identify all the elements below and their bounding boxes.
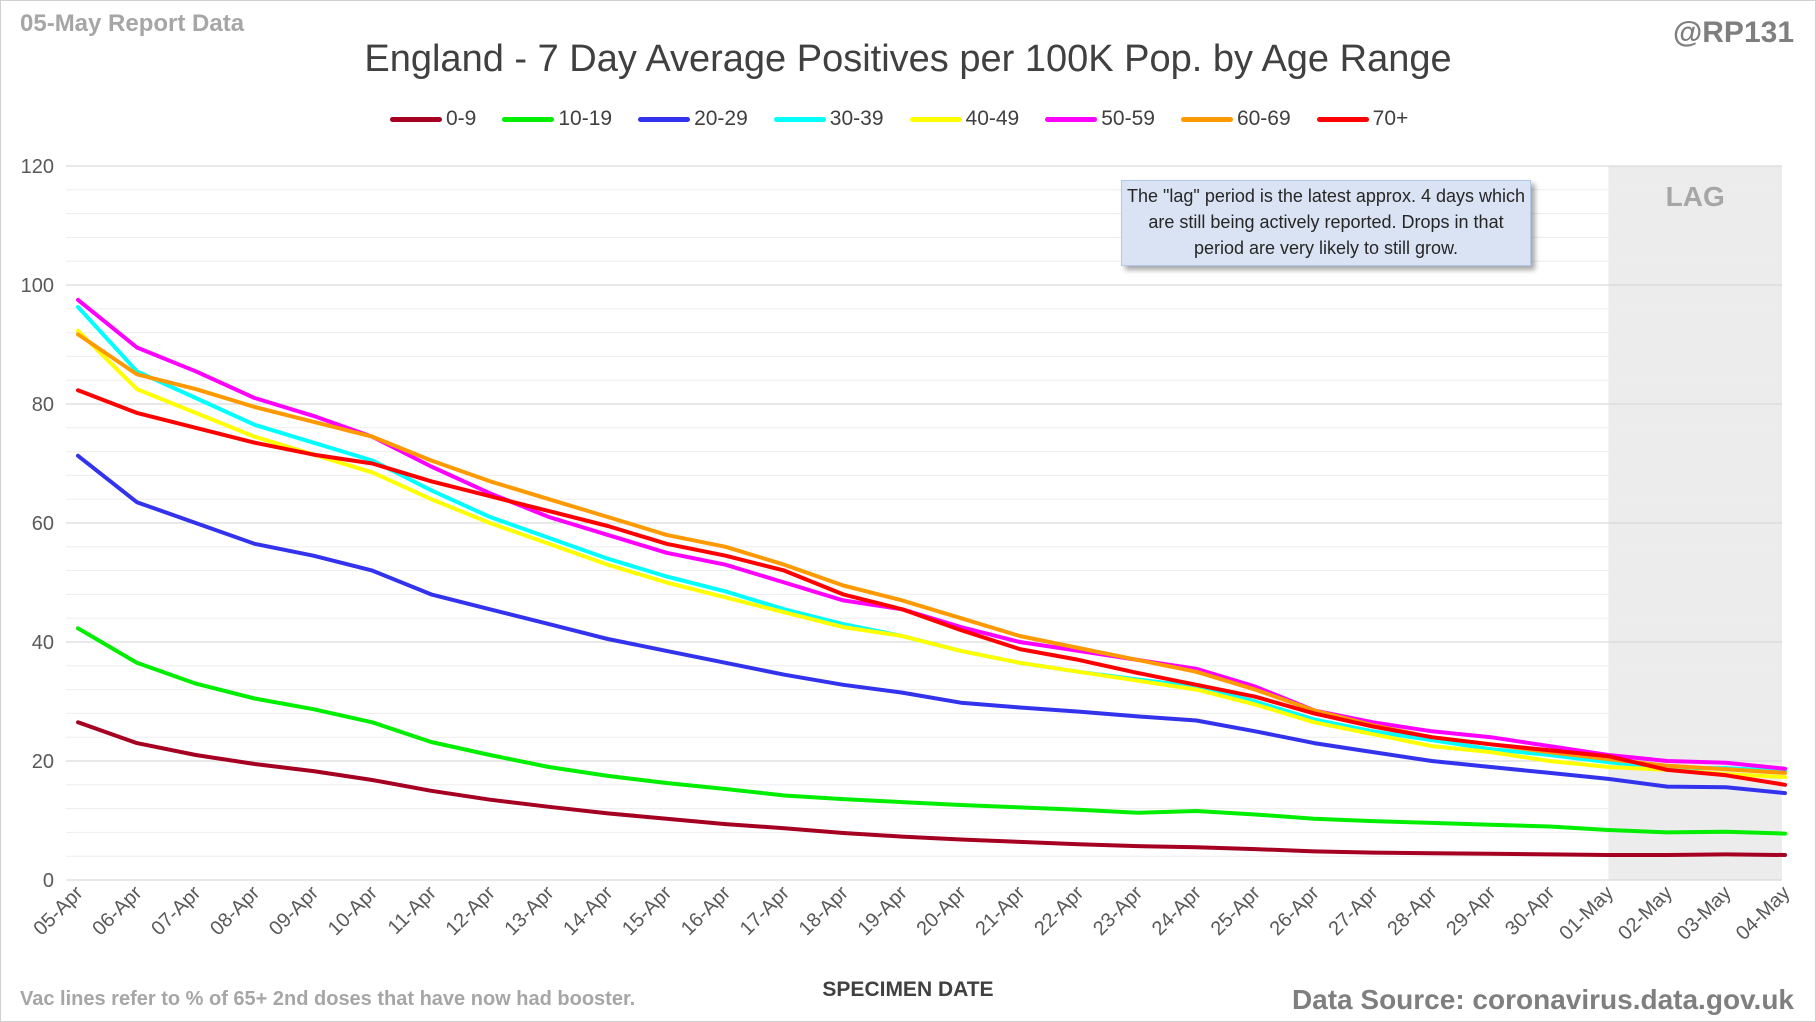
x-axis-ticks: 05-Apr 06-Apr 07-Apr 08-Apr 09-Apr 10-Apr 11-A… xyxy=(30,882,1795,945)
legend-label: 40-49 xyxy=(965,107,1020,130)
legend-swatch xyxy=(390,116,442,122)
x-tick-label: 19-Apr xyxy=(854,882,912,940)
x-tick-label: 20-Apr xyxy=(912,882,970,940)
x-tick-label: 21-Apr xyxy=(971,882,1029,940)
legend-label: 10-19 xyxy=(558,107,613,130)
x-tick-label: 17-Apr xyxy=(736,882,794,940)
legend-item: 0-9 xyxy=(390,107,476,131)
x-tick-label: 18-Apr xyxy=(795,882,853,940)
footnote: Vac lines refer to % of 65+ 2nd doses th… xyxy=(20,988,636,1010)
legend-label: 20-29 xyxy=(694,107,748,130)
series-line-60-69 xyxy=(76,332,1787,775)
legend-item: 60-69 xyxy=(1180,107,1291,131)
x-tick-label: 04-May xyxy=(1732,882,1795,945)
x-tick-label: 29-Apr xyxy=(1442,882,1500,940)
x-tick-label: 28-Apr xyxy=(1383,882,1441,940)
x-tick-label: 06-Apr xyxy=(88,882,146,940)
y-tick-label: 0 xyxy=(43,870,54,892)
legend-label: 0-9 xyxy=(446,107,477,130)
y-tick-label: 100 xyxy=(21,275,54,297)
y-tick-label: 40 xyxy=(32,632,54,654)
series-line-0-9 xyxy=(76,720,1787,857)
legend-swatch xyxy=(1045,116,1098,122)
x-tick-label: 22-Apr xyxy=(1030,882,1088,940)
x-tick-label: 10-Apr xyxy=(324,882,382,940)
y-tick-label: 20 xyxy=(32,751,54,773)
x-tick-label: 26-Apr xyxy=(1266,882,1324,940)
x-tick-label: 30-Apr xyxy=(1501,882,1559,940)
x-tick-label: 12-Apr xyxy=(442,882,500,940)
legend-item: 70+ xyxy=(1316,107,1409,131)
x-axis-label: SPECIMEN DATE xyxy=(822,978,994,1001)
legend-item: 30-39 xyxy=(773,107,884,131)
legend-label: 60-69 xyxy=(1236,107,1291,130)
legend-swatch xyxy=(909,116,962,122)
x-tick-label: 07-Apr xyxy=(147,882,205,940)
y-tick-label: 80 xyxy=(32,394,54,416)
legend-label: 30-39 xyxy=(829,107,884,130)
chart-title: England - 7 Day Average Positives per 10… xyxy=(364,38,1452,80)
x-tick-label: 24-Apr xyxy=(1148,882,1206,940)
x-tick-label: 08-Apr xyxy=(206,882,264,940)
x-tick-label: 23-Apr xyxy=(1089,882,1147,940)
x-tick-label: 25-Apr xyxy=(1207,882,1265,940)
legend-item: 40-49 xyxy=(909,107,1020,131)
x-tick-label: 11-Apr xyxy=(384,882,441,939)
author-handle: @RP131 xyxy=(1673,16,1794,49)
lag-note-box: The "lag" period is the latest approx. 4… xyxy=(1121,180,1531,266)
lag-label: LAG xyxy=(1666,181,1725,212)
x-tick-label: 03-May xyxy=(1673,882,1736,945)
series-line-10-19 xyxy=(76,626,1787,836)
x-tick-label: 02-May xyxy=(1614,882,1677,945)
x-tick-label: 14-Apr xyxy=(559,882,617,940)
legend-swatch xyxy=(1180,116,1233,122)
x-tick-label: 01-May xyxy=(1555,882,1618,945)
legend-swatch xyxy=(773,116,826,122)
legend-item: 20-29 xyxy=(638,107,748,131)
y-tick-label: 120 xyxy=(21,156,54,178)
legend-label: 70+ xyxy=(1372,107,1409,130)
legend-item: 10-19 xyxy=(502,107,612,131)
x-tick-label: 05-Apr xyxy=(30,882,88,940)
series-line-70plus xyxy=(76,388,1787,787)
y-axis-ticks: 0 20 40 60 80 100 120 xyxy=(21,156,54,892)
series-line-20-29 xyxy=(76,453,1787,796)
series-line-30-39 xyxy=(76,305,1787,774)
chart-legend: 0-9 10-19 20-29 30-39 40-49 50-59 60-69 70+ xyxy=(390,104,1434,134)
legend-item: 50-59 xyxy=(1045,107,1155,131)
legend-swatch xyxy=(638,116,691,122)
x-tick-label: 09-Apr xyxy=(265,882,323,940)
x-tick-label: 16-Apr xyxy=(677,882,735,940)
legend-swatch xyxy=(1316,116,1369,122)
y-tick-label: 60 xyxy=(32,513,54,535)
report-date-label: 05-May Report Data xyxy=(20,10,245,37)
x-tick-label: 27-Apr xyxy=(1324,882,1382,940)
legend-label: 50-59 xyxy=(1101,107,1155,130)
legend-swatch xyxy=(502,116,555,122)
data-source: Data Source: coronavirus.data.gov.uk xyxy=(1291,984,1794,1015)
series-line-40-49 xyxy=(76,328,1787,780)
x-tick-label: 15-Apr xyxy=(618,882,676,940)
series-lines xyxy=(76,297,1787,857)
x-tick-label: 13-Apr xyxy=(500,882,558,940)
